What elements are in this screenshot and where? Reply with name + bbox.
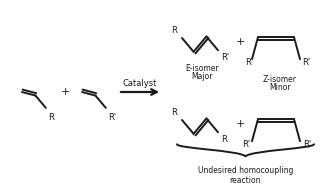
Text: reaction: reaction [230, 176, 261, 185]
Text: +: + [60, 87, 70, 97]
Text: Catalyst: Catalyst [123, 79, 157, 88]
Text: R: R [48, 113, 54, 122]
Text: R: R [171, 26, 177, 35]
Text: +: + [235, 119, 245, 129]
Text: Z-isomer: Z-isomer [263, 75, 297, 84]
Text: R: R [245, 58, 251, 67]
Text: R': R' [242, 140, 250, 149]
Text: +: + [235, 37, 245, 47]
Text: R': R' [302, 58, 310, 67]
Text: R': R' [108, 113, 116, 122]
Text: Major: Major [191, 72, 213, 81]
Text: R': R' [303, 140, 311, 149]
Text: Minor: Minor [269, 83, 291, 92]
Text: R: R [171, 108, 177, 117]
Text: R': R' [221, 53, 229, 62]
Text: E-isomer: E-isomer [185, 64, 219, 73]
Text: Undesired homocoupling: Undesired homocoupling [198, 166, 293, 175]
Text: R: R [221, 135, 227, 144]
